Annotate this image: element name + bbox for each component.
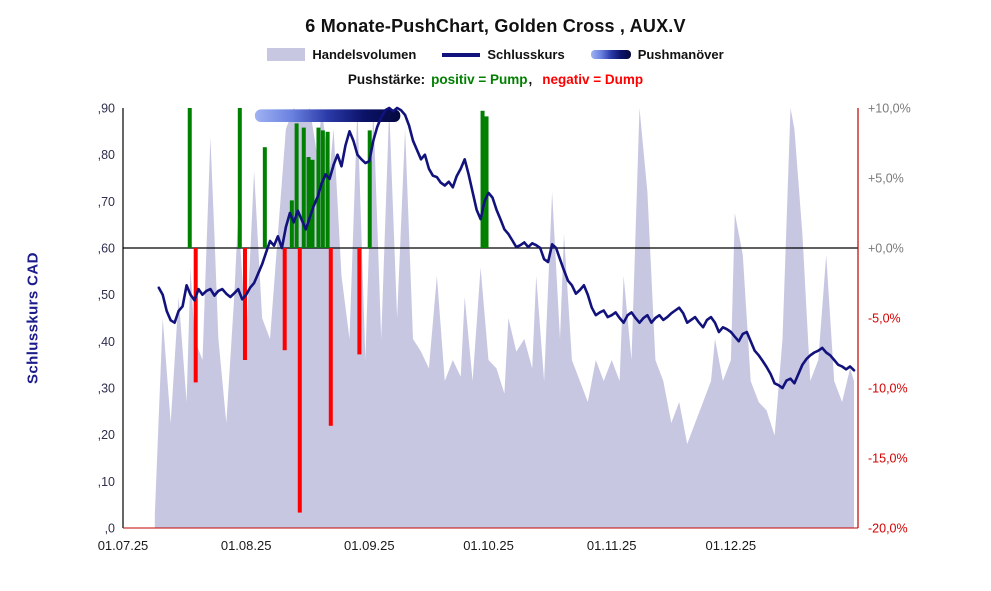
push-period-bar <box>254 109 401 122</box>
x-axis-tick: 01.10.25 <box>463 538 514 553</box>
left-axis-tick: ,30 <box>98 382 115 396</box>
dump-label: negativ = Dump <box>542 72 644 87</box>
left-axis-tick: ,90 <box>98 102 115 116</box>
pump-bar <box>301 127 306 248</box>
pump-label: positiv = Pump <box>431 72 528 87</box>
pump-bar <box>320 130 325 248</box>
right-axis-tick: +5,0% <box>868 172 904 186</box>
left-axis-tick: ,50 <box>98 288 115 302</box>
right-axis-tick: +10,0% <box>868 102 911 116</box>
dump-bar <box>242 248 247 360</box>
left-axis-tick: ,20 <box>98 428 115 442</box>
legend-item-push: Pushmanöver <box>590 47 724 62</box>
chart-title: 6 Monate-PushChart, Golden Cross , AUX.V <box>305 16 686 36</box>
x-axis-tick: 01.08.25 <box>221 538 272 553</box>
dump-bar <box>328 248 333 426</box>
right-axis-tick: -5,0% <box>868 312 901 326</box>
left-axis-tick: ,10 <box>98 475 115 489</box>
pump-bar <box>289 200 294 248</box>
pump-bar <box>306 157 311 248</box>
right-axis-tick: -20,0% <box>868 522 908 536</box>
pump-bar <box>367 130 372 248</box>
volume-area <box>154 108 855 528</box>
left-axis-tick: ,80 <box>98 148 115 162</box>
legend-swatch-volume <box>267 48 306 61</box>
right-axis-tick: -15,0% <box>868 452 908 466</box>
left-axis-tick: ,60 <box>98 242 115 256</box>
pump-bar <box>484 116 489 249</box>
pump-bar <box>294 123 299 248</box>
right-axis-tick: +0,0% <box>868 242 904 256</box>
legend-label-push: Pushmanöver <box>637 47 724 62</box>
legend-swatch-close <box>442 52 481 57</box>
legend-item-close: Schlusskurs <box>442 47 565 62</box>
legend-item-volume: Handelsvolumen <box>267 47 416 62</box>
pump-bar <box>237 108 242 248</box>
close-line <box>157 106 856 390</box>
left-axis-tick: ,0 <box>105 522 115 536</box>
left-axis-tick: ,40 <box>98 335 115 349</box>
left-axis-tick: ,70 <box>98 195 115 209</box>
dump-bar <box>282 248 287 351</box>
x-axis-tick: 01.09.25 <box>344 538 395 553</box>
pump-bar <box>480 110 485 248</box>
x-axis-tick: 01.11.25 <box>587 538 637 553</box>
pump-bar <box>316 127 321 248</box>
pump-bar <box>310 159 315 248</box>
x-axis-tick: 01.07.25 <box>98 538 149 553</box>
right-axis-tick: -10,0% <box>868 382 908 396</box>
legend-label-close: Schlusskurs <box>487 47 565 62</box>
strength-legend: Pushstärke: positiv = Pump , negativ = D… <box>0 72 991 87</box>
dump-bar <box>193 248 198 383</box>
dump-bar <box>297 248 302 513</box>
pump-bar <box>262 147 267 248</box>
pump-bar <box>325 131 330 248</box>
strength-prefix: Pushstärke: <box>347 72 426 87</box>
legend-label-volume: Handelsvolumen <box>312 47 417 62</box>
legend: Handelsvolumen Schlusskurs Pushmanöver <box>0 47 991 62</box>
strength-separator: , <box>528 72 533 87</box>
pump-bar <box>187 108 192 248</box>
legend-swatch-push <box>590 50 631 59</box>
x-axis-tick: 01.12.25 <box>706 538 757 553</box>
dump-bar <box>357 248 362 355</box>
